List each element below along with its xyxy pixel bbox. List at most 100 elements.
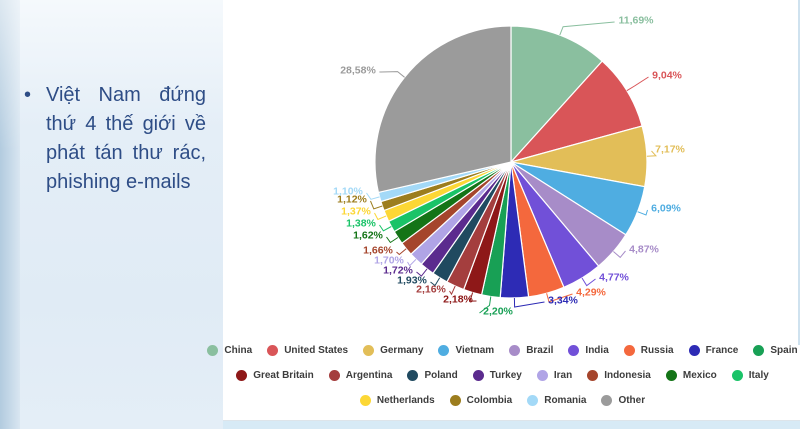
pie-label-china: 11,69% — [618, 15, 654, 27]
legend-color-dot-italy — [731, 370, 743, 381]
pie-label-other: 28,58% — [340, 65, 376, 77]
legend-item-turkey[interactable]: Turkey — [472, 370, 522, 381]
legend-color-dot-romania — [527, 395, 539, 406]
bullet-item: • Việt Nam đứng thứ 4 thế giới về phát t… — [24, 81, 208, 197]
legend-color-dot-spain — [753, 345, 765, 356]
legend-item-mexico[interactable]: Mexico — [665, 370, 717, 381]
pie-label-leader-germany — [646, 150, 657, 157]
legend-color-dot-poland — [407, 370, 419, 381]
legend-item-netherlands[interactable]: Netherlands — [359, 395, 435, 406]
bottom-band-decoration — [223, 420, 800, 429]
legend-item-poland[interactable]: Poland — [407, 370, 458, 381]
legend-label-united-states: United States — [284, 345, 349, 356]
legend-item-iran[interactable]: Iran — [536, 370, 573, 381]
pie-label-leader-other — [379, 71, 405, 78]
legend-row: Great Britain Argentina Poland Turkey Iran In… — [236, 365, 769, 386]
legend-item-romania[interactable]: Romania — [527, 395, 586, 406]
pie-label-leader-colombia — [370, 200, 383, 210]
legend-item-italy[interactable]: Italy — [731, 370, 769, 381]
pie-label-leader-turkey — [416, 268, 428, 277]
bullet-text: Việt Nam đứng thứ 4 thế giới về phát tán… — [46, 84, 206, 193]
legend-color-dot-russia — [623, 345, 635, 356]
pie-label-leader-china — [559, 21, 615, 36]
legend-item-spain[interactable]: Spain — [753, 345, 798, 356]
pie-label-great-britain: 2,18% — [443, 294, 473, 306]
legend-item-brazil[interactable]: Brazil — [509, 345, 553, 356]
legend-color-dot-united-states — [267, 345, 279, 356]
pie-label-indonesia: 1,66% — [363, 245, 393, 257]
pie-label-netherlands: 1,37% — [341, 206, 371, 218]
legend-color-dot-brazil — [509, 345, 521, 356]
legend-row: China United States Germany Vietnam Brazil In… — [207, 340, 798, 361]
legend-label-spain: Spain — [770, 345, 798, 356]
legend-label-great-britain: Great Britain — [253, 370, 314, 381]
pie-label-leader-italy — [379, 224, 392, 232]
pie-label-russia: 4,29% — [576, 287, 606, 299]
legend-color-dot-netherlands — [359, 395, 371, 406]
pie-label-leader-russia — [546, 293, 573, 303]
legend-label-iran: Iran — [553, 370, 573, 381]
legend-label-vietnam: Vietnam — [455, 345, 495, 356]
legend-label-mexico: Mexico — [682, 370, 717, 381]
pie-label-leader-poland — [430, 277, 441, 287]
legend-label-germany: Germany — [380, 345, 424, 356]
legend-label-turkey: Turkey — [489, 370, 522, 381]
legend-color-dot-great-britain — [236, 370, 248, 381]
bullet-glyph: • — [24, 84, 32, 106]
legend-item-china[interactable]: China — [207, 345, 252, 356]
pie-label-leader-argentina — [449, 285, 456, 296]
legend-item-germany[interactable]: Germany — [363, 345, 423, 356]
pie-label-leader-romania — [366, 192, 380, 200]
legend-label-romania: Romania — [544, 395, 587, 406]
pie-label-spain: 2,20% — [483, 306, 513, 318]
legend-color-dot-france — [688, 345, 700, 356]
pie-label-argentina: 2,16% — [416, 284, 446, 296]
legend-item-great-britain[interactable]: Great Britain — [236, 370, 314, 381]
pie-label-colombia: 1,12% — [337, 194, 367, 206]
legend-color-dot-china — [207, 345, 219, 356]
left-text-panel: • Việt Nam đứng thứ 4 thế giới về phát t… — [0, 0, 223, 429]
legend-item-france[interactable]: France — [688, 345, 738, 356]
pie-label-france: 3,34% — [548, 295, 578, 307]
legend-color-dot-other — [601, 395, 613, 406]
pie-label-poland: 1,93% — [397, 275, 427, 287]
pie-label-leader-great-britain — [469, 292, 477, 302]
legend-label-argentina: Argentina — [345, 370, 393, 381]
legend-color-dot-germany — [363, 345, 375, 356]
legend-label-italy: Italy — [748, 370, 769, 381]
legend-item-other[interactable]: Other — [601, 395, 645, 406]
pie-label-germany: 7,17% — [655, 144, 685, 156]
pie-label-india: 4,77% — [599, 272, 629, 284]
legend-color-dot-india — [568, 345, 580, 356]
legend-item-united-states[interactable]: United States — [267, 345, 348, 356]
pie-label-italy: 1,38% — [346, 218, 376, 230]
pie-label-leader-spain — [479, 296, 492, 314]
legend-color-dot-mexico — [665, 370, 677, 381]
pie-label-leader-vietnam — [637, 209, 648, 216]
pie-label-turkey: 1,72% — [383, 265, 413, 277]
legend-row: Netherlands Colombia Romania Other — [359, 390, 645, 411]
legend-item-india[interactable]: India — [568, 345, 609, 356]
pie-label-united-states: 9,04% — [652, 70, 682, 82]
pie-label-leader-indonesia — [396, 248, 407, 256]
legend-item-colombia[interactable]: Colombia — [449, 395, 513, 406]
pie-label-leader-united-states — [626, 76, 649, 92]
right-edge-line-decoration — [798, 0, 800, 345]
legend-label-india: India — [585, 345, 609, 356]
legend-item-russia[interactable]: Russia — [623, 345, 674, 356]
legend-item-vietnam[interactable]: Vietnam — [438, 345, 494, 356]
pie-label-romania: 1,10% — [333, 186, 363, 198]
pie-label-iran: 1,70% — [374, 255, 404, 267]
legend-label-colombia: Colombia — [466, 395, 513, 406]
legend-color-dot-turkey — [472, 370, 484, 381]
legend-label-poland: Poland — [424, 370, 458, 381]
pie-label-leader-netherlands — [374, 212, 387, 221]
pie-label-brazil: 4,87% — [629, 244, 659, 256]
legend-item-argentina[interactable]: Argentina — [328, 370, 393, 381]
legend-label-russia: Russia — [640, 345, 674, 356]
pie-label-vietnam: 6,09% — [651, 203, 681, 215]
pie-slice-china[interactable] — [510, 25, 604, 164]
legend-item-indonesia[interactable]: Indonesia — [587, 370, 651, 381]
